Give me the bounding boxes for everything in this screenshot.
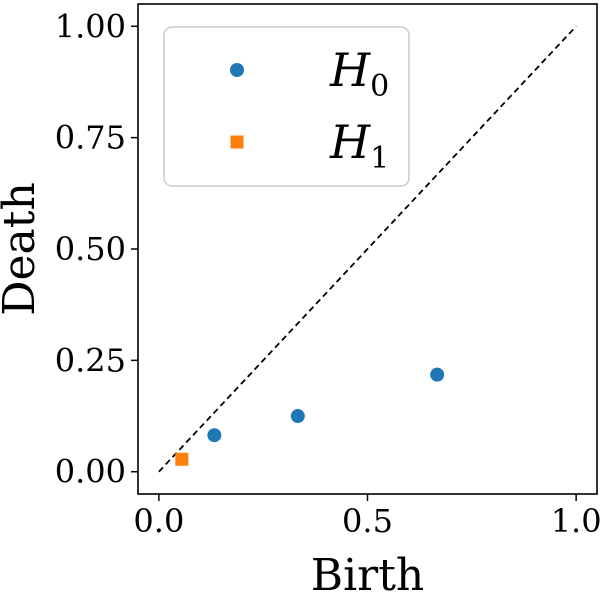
y-tick-label: 0.50 [55,230,126,268]
h0-point [430,367,445,382]
x-tick-label: 1.0 [551,502,600,540]
y-tick-label: 0.25 [55,341,126,379]
legend-box [163,26,410,187]
x-axis-label: Birth [311,550,424,600]
legend-h1-marker [230,135,244,149]
legend-h0-label: H0 [329,43,389,104]
points-layer [175,367,445,466]
y-axis-label: Death [0,182,45,316]
y-tick-label: 0.75 [55,119,126,157]
plot-frame [137,3,598,495]
legend-h1-label: H1 [329,115,389,176]
legend-h0-marker [230,63,244,77]
x-tick-label: 0.5 [342,502,393,540]
x-tick-label: 0.0 [133,502,184,540]
h1-point [175,452,189,466]
y-tick-label: 1.00 [55,7,126,45]
h0-point [290,409,305,424]
ticks-layer: 0.0 0.5 1.0 0.00 0.25 0.50 0.75 1.00 [55,7,600,540]
h0-point [207,428,222,443]
diagonal-layer [158,25,577,473]
y-tick-label: 0.00 [55,453,126,491]
diagonal-line [158,25,577,473]
